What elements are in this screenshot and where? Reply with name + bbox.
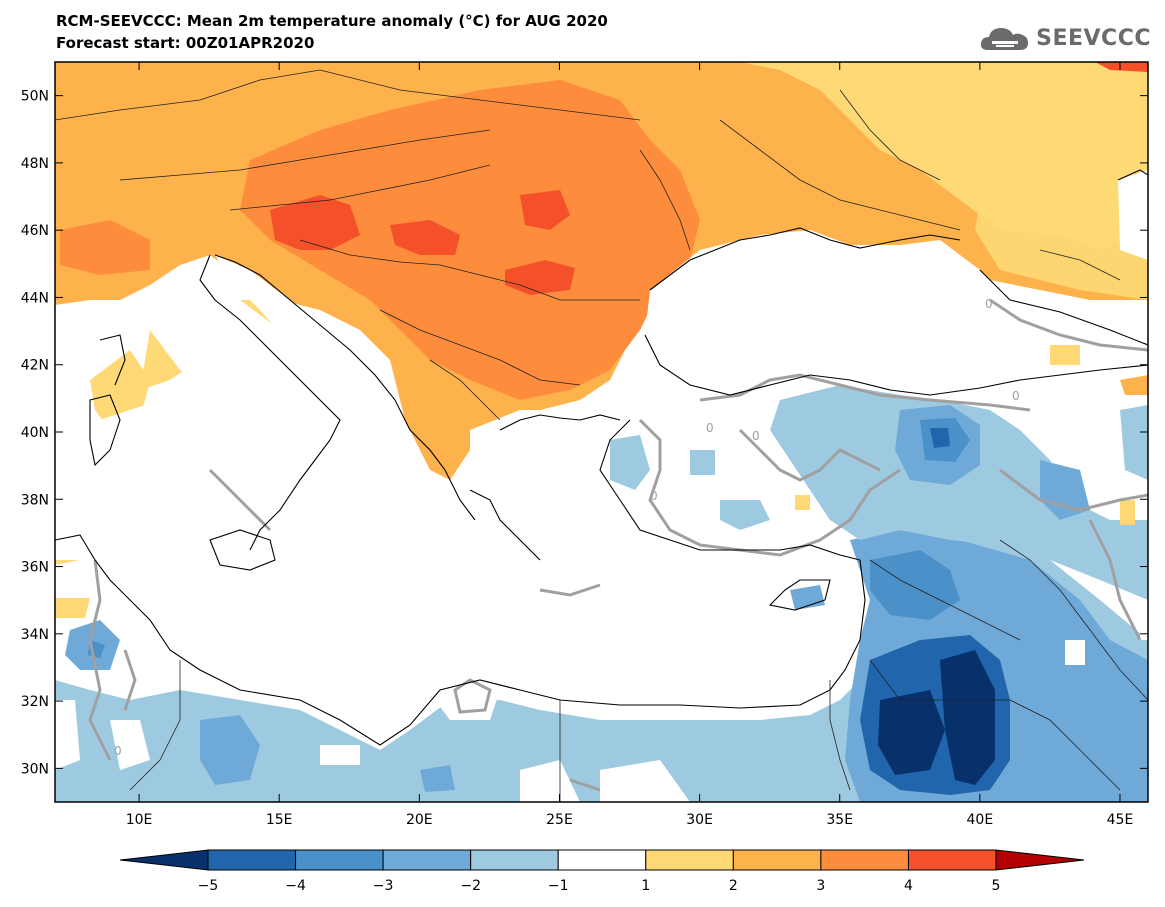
colorbar-segment <box>645 849 734 871</box>
cold-anomaly-region <box>55 385 1148 802</box>
x-tick-label: 15E <box>266 812 293 828</box>
contour-label: 0 <box>650 489 658 503</box>
x-tick-label: 20E <box>406 812 433 828</box>
contour-label: 0 <box>114 744 122 758</box>
contour-label: 0 <box>706 421 714 435</box>
x-tick-label: 35E <box>826 812 853 828</box>
colorbar: −5 −4 −3 −2 −1 1 2 3 4 5 <box>119 849 1085 894</box>
x-tick-label: 25E <box>546 812 573 828</box>
contour-label: 0 <box>1012 389 1020 403</box>
y-tick-label: 44N <box>21 290 49 306</box>
coastlines <box>55 169 1148 746</box>
x-tick-label: 45E <box>1107 812 1134 828</box>
y-tick-label: 30N <box>21 761 49 777</box>
warm-anomaly-region <box>55 62 1148 618</box>
colorbar-segment <box>907 849 997 871</box>
y-tick-label: 42N <box>21 358 49 374</box>
y-tick-label: 46N <box>21 223 49 239</box>
x-tick-label: 30E <box>686 812 713 828</box>
anomaly-field: 0 0 0 0 0 0 <box>55 62 1148 802</box>
colorbar-label: −2 <box>460 878 481 894</box>
colorbar-upper-extension <box>995 849 1085 871</box>
colorbar-segment <box>295 849 384 871</box>
colorbar-label: 3 <box>816 878 825 894</box>
country-borders <box>55 69 1148 802</box>
colorbar-label: 2 <box>729 878 738 894</box>
colorbar-label: −3 <box>373 878 394 894</box>
map-title: RCM-SEEVCCC: Mean 2m temperature anomaly… <box>56 12 608 30</box>
x-tick-label: 40E <box>967 812 994 828</box>
seevccc-logo: SEEVCCC <box>978 22 1151 54</box>
y-tick-label: 34N <box>21 627 49 643</box>
x-axis: 10E 15E 20E 25E 30E 35E 40E 45E <box>126 62 1134 828</box>
colorbar-lower-extension <box>119 849 209 871</box>
colorbar-segment <box>732 849 822 871</box>
y-tick-label: 36N <box>21 560 49 576</box>
y-tick-label: 50N <box>21 89 49 105</box>
contour-label: 0 <box>985 297 993 311</box>
colorbar-segment <box>382 849 472 871</box>
forecast-start-label: Forecast start: 00Z01APR2020 <box>56 34 315 52</box>
colorbar-segment <box>470 849 559 871</box>
cloud-logo-icon <box>981 28 1029 50</box>
y-tick-label: 32N <box>21 694 49 710</box>
colorbar-label: 4 <box>904 878 913 894</box>
contour-labels: 0 0 0 0 0 0 <box>114 297 1020 758</box>
logo-text: SEEVCCC <box>1036 25 1151 51</box>
contour-label: 0 <box>752 429 760 443</box>
y-tick-label: 40N <box>21 425 49 441</box>
colorbar-label: 1 <box>641 878 650 894</box>
y-tick-label: 38N <box>21 492 49 508</box>
colorbar-label: −1 <box>548 878 569 894</box>
colorbar-label: −5 <box>198 878 219 894</box>
colorbar-label: 5 <box>992 878 1001 894</box>
y-axis: 30N 32N 34N 36N 38N 40N 42N 44N 46N 48N 50N <box>21 89 1148 777</box>
x-tick-label: 10E <box>126 812 153 828</box>
colorbar-label: −4 <box>285 878 306 894</box>
colorbar-segment <box>207 849 297 871</box>
colorbar-segment <box>557 849 647 871</box>
y-tick-label: 48N <box>21 156 49 172</box>
colorbar-segment <box>820 849 909 871</box>
